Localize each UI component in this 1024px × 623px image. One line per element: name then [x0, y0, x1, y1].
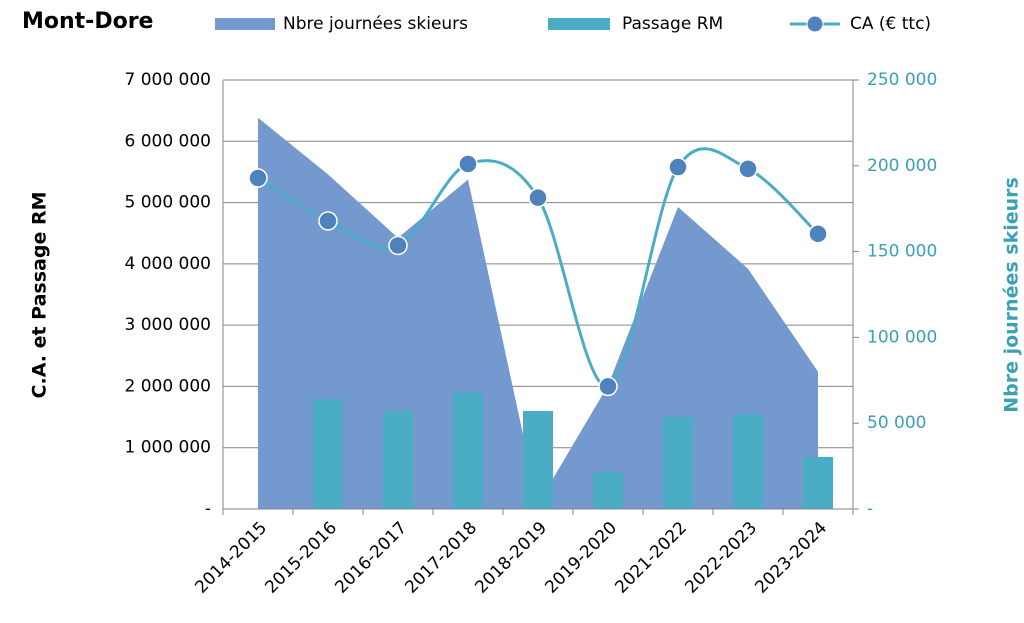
bar [383, 410, 413, 509]
x-tick-label: 2014-2015 [191, 518, 271, 598]
bar [453, 392, 483, 509]
y-tick-label: 7 000 000 [124, 70, 211, 90]
y-tick-label: 3 000 000 [124, 315, 211, 335]
y2-tick-label: - [867, 499, 873, 519]
line-marker [318, 211, 338, 231]
bar [803, 456, 833, 509]
legend-label: Nbre journées skieurs [283, 14, 468, 34]
x-tick-label: 2023-2024 [751, 518, 831, 598]
bar [663, 417, 693, 509]
y2-tick-label: 200 000 [867, 156, 937, 176]
legend-swatch [215, 18, 275, 30]
y-tick-label: - [205, 499, 211, 519]
line-marker [248, 168, 268, 188]
y2-tick-label: 100 000 [867, 327, 937, 347]
y-axis-title: C.A. et Passage RM [29, 192, 51, 399]
x-tick-label: 2017-2018 [401, 518, 481, 598]
y-tick-label: 5 000 000 [124, 193, 211, 213]
y-tick-label: 1 000 000 [124, 438, 211, 458]
legend-label: Passage RM [622, 14, 723, 34]
bar [523, 410, 553, 509]
y2-tick-label: 250 000 [867, 70, 937, 90]
y-tick-label: 2 000 000 [124, 376, 211, 396]
y-tick-label: 4 000 000 [124, 254, 211, 274]
x-tick-label: 2022-2023 [681, 518, 761, 598]
chart-title: Mont-Dore [22, 9, 153, 34]
line-marker [388, 235, 408, 256]
legend-marker [806, 15, 824, 33]
x-tick-label: 2018-2019 [471, 518, 551, 598]
line [257, 147, 820, 388]
line-marker [598, 376, 618, 397]
line-marker [528, 187, 548, 208]
legend-swatch [548, 18, 610, 30]
x-tick-label: 2019-2020 [541, 518, 621, 598]
line-marker [458, 154, 478, 174]
line-marker [668, 157, 688, 177]
y2-axis-title: Nbre journées skieurs [1001, 177, 1023, 413]
y2-tick-label: 50 000 [867, 413, 926, 433]
x-tick-label: 2016-2017 [331, 518, 411, 598]
x-tick-label: 2015-2016 [261, 518, 341, 598]
line-marker [738, 159, 758, 179]
bar [313, 398, 343, 509]
line-marker [808, 224, 828, 244]
x-tick-label: 2021-2022 [611, 518, 691, 598]
legend-label: CA (€ ttc) [850, 14, 931, 34]
y-tick-label: 6 000 000 [124, 131, 211, 151]
bar [733, 414, 763, 509]
bar [593, 472, 623, 509]
y2-tick-label: 150 000 [867, 242, 937, 262]
